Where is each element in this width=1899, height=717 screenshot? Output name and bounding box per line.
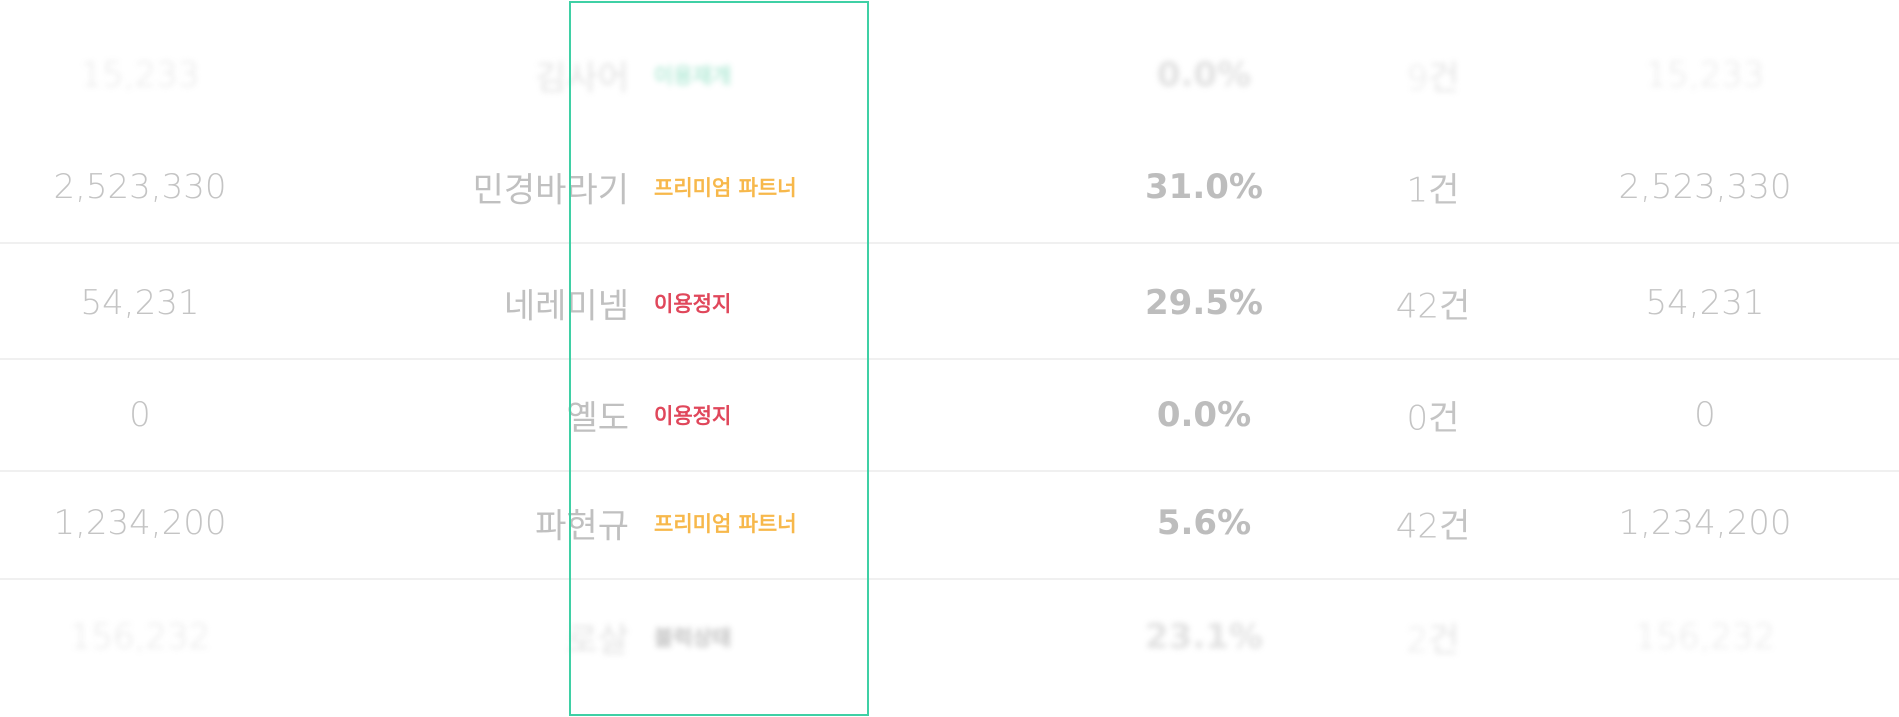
table-row: 54,231 네레미넴 이용정지 29.5% 42건 54,231 [0,248,1899,360]
count: 42건 [1395,286,1471,327]
table-row: 0 옐도 이용정지 0.0% 0건 0 [0,360,1899,472]
total: 0 [1694,395,1716,435]
amount: 1,234,200 [53,503,227,543]
status: 이용재개 [654,64,732,88]
total: 15,233 [1645,55,1765,95]
amount: 2,523,330 [53,167,227,207]
total: 2,523,330 [1618,167,1792,207]
table-row: 1,234,200 파현규 프리미엄 파트너 5.6% 42건 1,234,200 [0,468,1899,580]
name: 네레미넴 [503,286,629,327]
rate: 29.5% [1145,283,1263,323]
table-row: 15,233 김사어 이용재개 0.0% 9건 15,233 [0,20,1899,132]
count: 42건 [1395,506,1471,547]
status: 프리미엄 파트너 [654,176,797,200]
name: 김사어 [535,58,629,99]
rate: 5.6% [1156,503,1252,543]
table-row: 156,232 로살 블럭상태 23.1% 2건 156,232 [0,582,1899,694]
rate: 0.0% [1156,55,1252,95]
name: 로살 [566,620,629,661]
count: 9건 [1406,58,1460,99]
rate: 23.1% [1145,617,1263,657]
status: 블럭상태 [654,626,732,650]
name: 옐도 [566,398,629,439]
count: 1건 [1406,170,1460,211]
total: 1,234,200 [1618,503,1792,543]
status: 이용정지 [654,404,732,428]
status: 프리미엄 파트너 [654,512,797,536]
rate: 0.0% [1156,395,1252,435]
selection-frame [569,1,869,716]
amount: 0 [129,395,151,435]
total: 54,231 [1645,283,1765,323]
count: 0건 [1406,398,1460,439]
status: 이용정지 [654,292,732,316]
name: 민경바라기 [472,170,629,211]
total: 156,232 [1634,617,1776,657]
amount: 156,232 [69,617,211,657]
rate: 31.0% [1145,167,1263,207]
count: 2건 [1406,620,1460,661]
name: 파현규 [535,506,629,547]
amount: 15,233 [80,55,200,95]
table-row: 2,523,330 민경바라기 프리미엄 파트너 31.0% 1건 2,523,330 [0,132,1899,244]
amount: 54,231 [80,283,200,323]
